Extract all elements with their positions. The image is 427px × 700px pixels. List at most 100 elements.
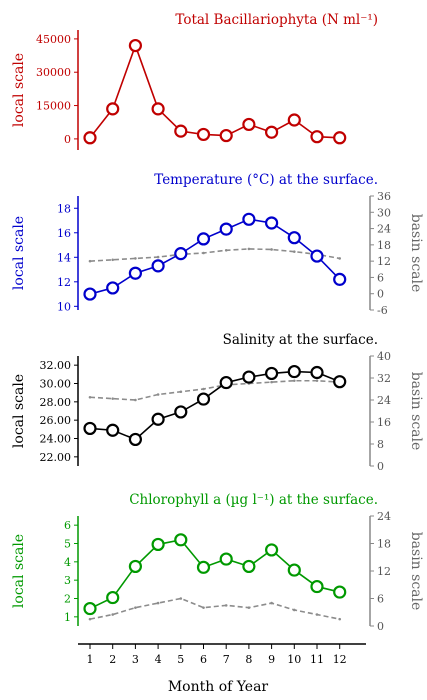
- right-tick-label: 30: [377, 206, 391, 219]
- basin-point: [88, 259, 92, 263]
- right-tick-label: 32: [377, 372, 391, 385]
- local-point: [310, 579, 324, 594]
- panel-3-title: Salinity at the surface.: [223, 332, 378, 348]
- left-tick-label: 26.00: [40, 414, 72, 427]
- local-point: [196, 392, 211, 406]
- local-point: [242, 370, 256, 384]
- local-series-line: [89, 370, 340, 441]
- basin-point: [224, 604, 228, 607]
- basin-point: [88, 395, 92, 399]
- x-tick-label: 11: [310, 653, 324, 666]
- right-tick-label: 6: [377, 593, 384, 606]
- basin-point: [270, 601, 273, 605]
- local-point: [219, 222, 233, 236]
- local-point: [310, 130, 324, 144]
- basin-point: [224, 248, 228, 252]
- basin-point: [134, 398, 137, 402]
- right-tick-label: 0: [377, 460, 384, 473]
- left-tick-label: 45000: [36, 33, 71, 46]
- right-tick-label: 8: [377, 438, 384, 451]
- local-point: [151, 537, 165, 552]
- local-point: [128, 559, 142, 574]
- local-point: [151, 412, 165, 426]
- local-point: [174, 247, 188, 261]
- local-point: [265, 543, 279, 557]
- local-point: [287, 231, 301, 245]
- panel-3: 22.00 24.00 26.00 28.00 30.00 32.00 local scal…: [11, 350, 424, 473]
- local-point: [287, 113, 301, 127]
- basin-point: [111, 258, 114, 262]
- right-tick-label: 6: [377, 271, 384, 284]
- x-tick-label: 1: [87, 653, 94, 666]
- left-tick-label: 30000: [36, 66, 71, 79]
- left-axis-label: local scale: [11, 216, 27, 290]
- basin-point: [179, 597, 183, 600]
- right-tick-label: 24: [377, 223, 391, 236]
- local-point: [287, 364, 301, 379]
- panel-4-title: Chlorophyll a (µg l⁻¹) at the surface.: [129, 492, 378, 508]
- right-tick-label: 16: [377, 416, 391, 429]
- basin-point: [156, 601, 160, 605]
- local-point: [265, 366, 279, 381]
- local-point: [174, 533, 188, 547]
- basin-point: [111, 397, 114, 400]
- basin-point: [270, 380, 273, 384]
- local-point: [174, 124, 188, 138]
- local-point: [310, 249, 324, 263]
- x-tick-label: 4: [155, 653, 162, 666]
- basin-point: [111, 613, 114, 616]
- basin-point: [88, 617, 92, 621]
- right-axis-label: basin scale: [408, 532, 424, 611]
- left-tick-label: 22.00: [40, 451, 72, 464]
- left-tick-label: 15000: [36, 100, 71, 113]
- basin-point: [202, 387, 205, 391]
- local-point: [174, 405, 188, 419]
- left-tick-label: 10: [57, 300, 71, 313]
- x-tick-label: 9: [268, 653, 275, 666]
- basin-point: [247, 606, 251, 609]
- basin-point: [293, 379, 296, 383]
- basin-point: [247, 247, 251, 251]
- local-point: [333, 272, 347, 286]
- local-point: [83, 421, 97, 436]
- left-tick-label: 0: [64, 133, 71, 146]
- right-tick-label: 12: [377, 255, 391, 268]
- local-point: [242, 117, 256, 132]
- left-tick-label: 28.00: [40, 396, 72, 409]
- basin-series-line: [89, 379, 340, 401]
- right-tick-label: -6: [377, 304, 388, 317]
- x-tick-label: 10: [287, 653, 301, 666]
- local-point: [333, 131, 347, 145]
- left-axis-label: local scale: [11, 374, 27, 448]
- basin-point: [293, 608, 296, 612]
- left-tick-label: 4: [64, 556, 71, 569]
- left-tick-label: 14: [57, 251, 71, 264]
- local-point: [196, 232, 211, 246]
- local-point: [151, 259, 165, 273]
- left-tick-label: 16: [57, 227, 71, 240]
- right-tick-label: 24: [377, 510, 391, 523]
- basin-point: [134, 606, 137, 609]
- right-tick-label: 24: [377, 394, 391, 407]
- right-tick-label: 0: [377, 620, 384, 633]
- basin-point: [270, 248, 273, 251]
- local-point: [196, 560, 211, 574]
- right-axis-label: basin scale: [408, 372, 424, 451]
- panel-1: 0 15000 30000 45000 local scale: [11, 30, 347, 150]
- right-tick-label: 18: [377, 538, 391, 551]
- x-tick-label: 3: [132, 653, 139, 666]
- left-tick-label: 2: [64, 593, 71, 606]
- local-point: [219, 552, 233, 566]
- local-point: [83, 131, 97, 145]
- basin-point: [338, 257, 342, 260]
- local-point: [106, 102, 120, 116]
- right-tick-label: 0: [377, 288, 384, 301]
- panel-1-title: Total Bacillariophyta (N ml⁻¹): [175, 12, 378, 28]
- left-tick-label: 18: [57, 202, 71, 215]
- local-point: [106, 423, 120, 437]
- basin-series-line: [89, 248, 340, 262]
- basin-point: [156, 255, 160, 259]
- basin-point: [315, 613, 319, 616]
- basin-point: [134, 257, 137, 260]
